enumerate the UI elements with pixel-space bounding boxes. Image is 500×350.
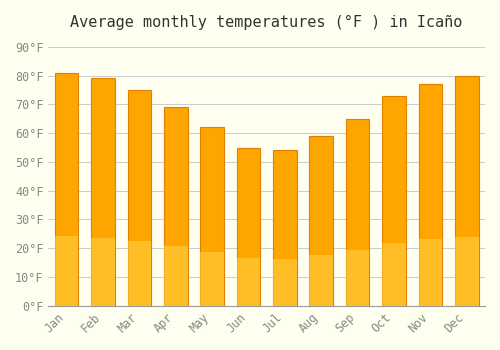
Bar (164, 107, 188, 306)
Bar (54, 73, 78, 306)
Title: Average monthly temperatures (°F ) in Icaño: Average monthly temperatures (°F ) in Ic… (70, 15, 463, 30)
Bar (346, 119, 370, 306)
Bar (236, 258, 260, 306)
Bar (128, 90, 151, 306)
Bar (382, 243, 406, 306)
Bar (54, 236, 78, 306)
Bar (273, 150, 296, 306)
Bar (455, 76, 478, 306)
Bar (310, 136, 333, 306)
Bar (273, 259, 296, 306)
Bar (200, 127, 224, 306)
Bar (236, 147, 260, 306)
Bar (91, 238, 115, 306)
Bar (418, 84, 442, 306)
Bar (164, 246, 188, 306)
Bar (91, 78, 115, 306)
Bar (128, 241, 151, 306)
Bar (310, 255, 333, 306)
Bar (418, 239, 442, 306)
Bar (200, 252, 224, 306)
Bar (346, 250, 370, 306)
Bar (382, 96, 406, 306)
Bar (455, 237, 478, 306)
